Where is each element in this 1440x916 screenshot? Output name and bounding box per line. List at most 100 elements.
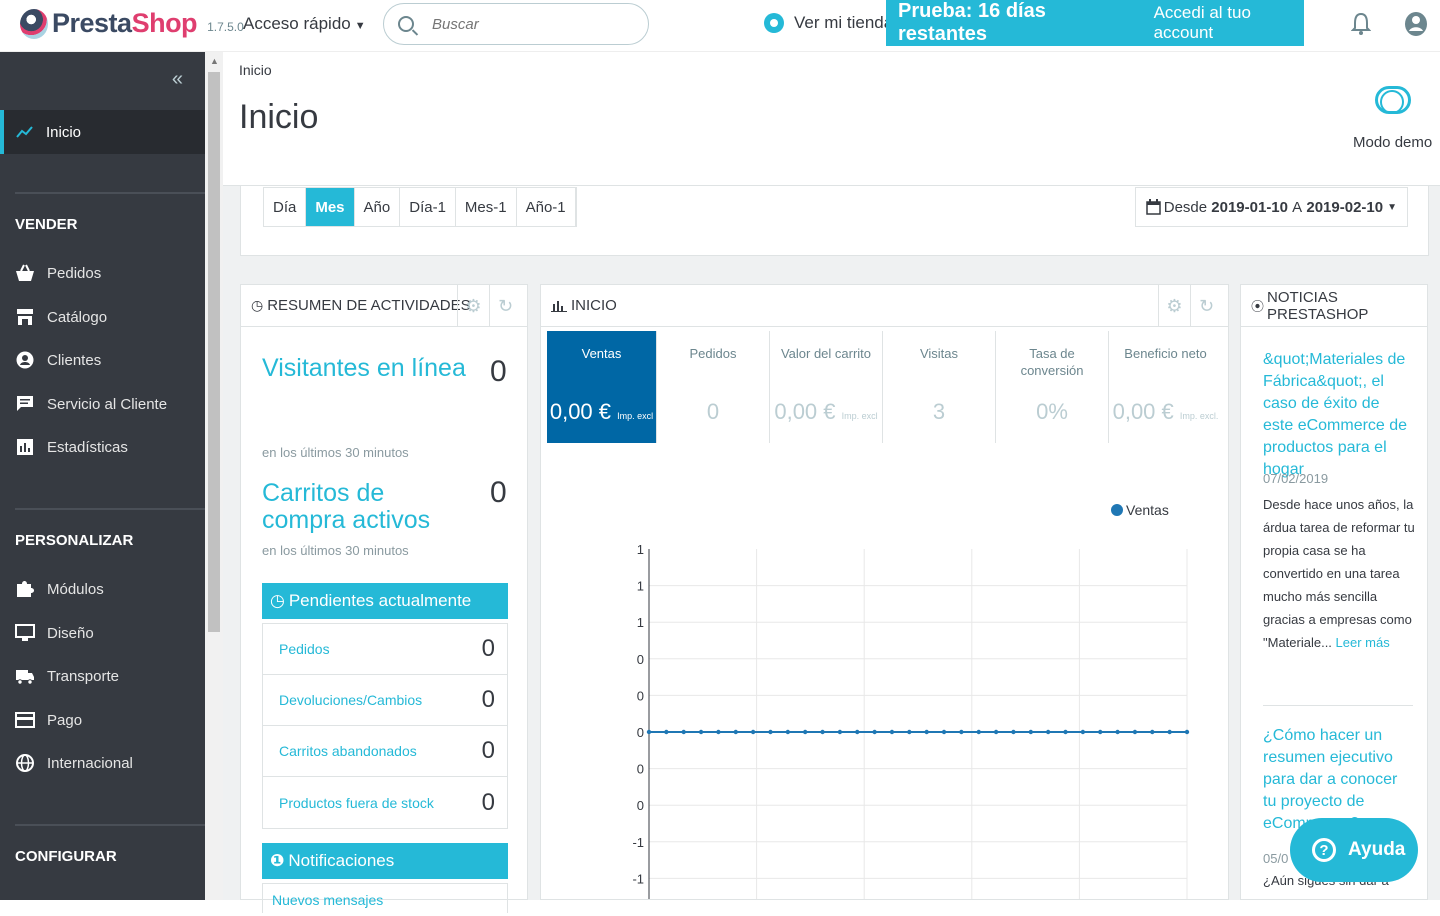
data-point	[872, 729, 877, 735]
caret-down-icon: ▼	[1387, 201, 1397, 213]
refresh-icon[interactable]: ↻	[489, 285, 521, 327]
panel-title: INICIO	[571, 297, 617, 314]
collapse-sidebar-icon[interactable]: «	[171, 68, 183, 90]
kpi-label: Pedidos	[689, 346, 737, 361]
gear-icon[interactable]: ⚙	[1158, 285, 1190, 327]
data-point	[855, 729, 860, 735]
y-tick-label: 0	[637, 688, 644, 703]
account-link[interactable]: Accedi al tuo account	[1153, 3, 1251, 42]
y-tick-label: 0	[637, 652, 644, 667]
clock-icon: ◷	[251, 297, 264, 313]
sidebar-item-label: Clientes	[47, 351, 102, 369]
kpi-suffix: Imp. excl	[841, 411, 878, 421]
pending-header: ◷ Pendientes actualmente	[262, 583, 508, 619]
data-point	[1115, 729, 1120, 735]
pending-row-returns[interactable]: Devoluciones/Cambios 0	[263, 675, 507, 726]
sidebar-item-pedidos[interactable]: Pedidos	[15, 264, 101, 282]
bell-icon[interactable]	[1351, 12, 1371, 36]
y-tick-label: 1	[637, 579, 644, 594]
news-item-body: Desde hace unos años, la árdua tarea de …	[1263, 493, 1415, 654]
period-selector-panel: Día Mes Año Día-1 Mes-1 Año-1 Desde 2019…	[240, 186, 1429, 256]
kpi-cart-value[interactable]: Valor del carrito 0,00 € Imp. excl	[770, 331, 883, 443]
stats-icon	[17, 439, 33, 455]
calendar-icon	[1145, 199, 1161, 215]
notifications-title: Notificaciones	[288, 851, 395, 870]
pending-row-out-of-stock[interactable]: Productos fuera de stock 0	[263, 777, 507, 828]
sidebar-item-transporte[interactable]: Transporte	[15, 667, 119, 685]
trend-icon	[16, 126, 33, 138]
kpi-visits[interactable]: Visitas 3	[883, 331, 996, 443]
period-prev-day-button[interactable]: Día-1	[400, 188, 456, 226]
y-tick-label: -1	[632, 835, 644, 850]
pending-row-label: Devoluciones/Cambios	[279, 692, 423, 708]
prestashop-logo[interactable]: PrestaShop 1.7.5.0	[20, 8, 244, 39]
sidebar-item-catalogo[interactable]: Catálogo	[15, 308, 107, 326]
period-day-button[interactable]: Día	[264, 188, 307, 226]
search-icon	[398, 16, 414, 32]
period-prev-month-button[interactable]: Mes-1	[456, 188, 517, 226]
data-point	[716, 729, 721, 735]
quick-access-label: Acceso rápido	[243, 14, 351, 33]
refresh-icon[interactable]: ↻	[1190, 285, 1222, 327]
pending-list: Pedidos 0 Devoluciones/Cambios 0 Carritos …	[262, 623, 508, 829]
date-range-prefix: Desde	[1163, 198, 1208, 216]
data-point	[646, 729, 652, 735]
search-input[interactable]	[432, 15, 622, 33]
pending-row-abandoned-carts[interactable]: Carritos abandonados 0	[263, 726, 507, 777]
sidebar-item-servicio-cliente[interactable]: Servicio al Cliente	[15, 395, 167, 413]
store-icon	[17, 309, 33, 325]
period-month-button[interactable]: Mes	[306, 188, 355, 226]
kpi-net-profit[interactable]: Beneficio neto 0,00 € Imp. excl.	[1109, 331, 1222, 443]
version-label: 1.7.5.0	[207, 19, 244, 34]
search-box[interactable]	[383, 3, 649, 45]
sidebar-divider	[15, 824, 205, 826]
scrollbar-thumb[interactable]	[208, 72, 220, 632]
chat-icon	[17, 396, 33, 411]
y-tick-label: 0	[637, 798, 644, 813]
sidebar-item-label: Pedidos	[47, 264, 102, 282]
kpi-sales[interactable]: Ventas 0,00 € Imp. excl	[547, 331, 657, 443]
sidebar: « Inicio VENDER Pedidos Catálogo Cliente…	[0, 52, 205, 900]
help-button[interactable]: ? Ayuda	[1290, 818, 1418, 882]
data-point	[1132, 729, 1138, 735]
read-more-link[interactable]: Leer más	[1335, 635, 1390, 650]
sidebar-item-diseno[interactable]: Diseño	[15, 624, 94, 642]
kpi-orders[interactable]: Pedidos 0	[657, 331, 770, 443]
news-item-title[interactable]: &quot;Materiales de Fábrica&quot;, el ca…	[1263, 351, 1408, 478]
date-range-picker[interactable]: Desde 2019-01-10 A 2019-02-10 ▼	[1134, 187, 1408, 227]
active-carts-label: Carritos de compra activos	[262, 479, 431, 534]
info-icon: ❶	[270, 851, 285, 870]
gear-icon[interactable]: ⚙	[457, 285, 489, 327]
kpi-value: 0,00 €	[549, 399, 612, 424]
view-shop-link[interactable]: Ver mi tienda	[764, 13, 893, 33]
breadcrumb[interactable]: Inicio	[239, 62, 272, 78]
sidebar-item-label: Catálogo	[47, 308, 108, 326]
trial-banner[interactable]: Prueba: 16 días restantes Accedi al tuo …	[886, 0, 1304, 46]
period-year-button[interactable]: Año	[355, 188, 401, 226]
user-account-icon[interactable]	[1404, 11, 1428, 37]
demo-mode-toggle[interactable]: Modo demo	[1353, 86, 1432, 151]
news-item-date: 07/02/2019	[1263, 471, 1329, 486]
sidebar-item-modulos[interactable]: Módulos	[15, 580, 104, 598]
legend-label: Ventas	[1126, 502, 1169, 518]
scroll-up-icon[interactable]: ▲	[210, 56, 219, 66]
news-item-date: 05/0	[1263, 851, 1289, 866]
sidebar-scrollbar[interactable]: ▲	[205, 52, 223, 900]
news-item-title[interactable]: ¿Cómo hacer un resumen ejecutivo para da…	[1263, 727, 1398, 832]
sidebar-item-estadisticas[interactable]: Estadísticas	[15, 438, 128, 456]
period-prev-year-button[interactable]: Año-1	[517, 188, 576, 226]
data-point	[1045, 729, 1051, 735]
sidebar-item-inicio[interactable]: Inicio	[0, 110, 205, 154]
quick-access-menu[interactable]: Acceso rápido ▼	[243, 14, 366, 34]
sidebar-item-pago[interactable]: Pago	[15, 711, 82, 729]
kpi-conversion[interactable]: Tasa de conversión 0%	[996, 331, 1109, 443]
new-messages-link[interactable]: Nuevos mensajes	[272, 892, 384, 908]
kpi-suffix: Imp. excl.	[1179, 411, 1219, 421]
date-range-separator: A	[1292, 198, 1303, 216]
kpi-value: 0,00 €	[1112, 399, 1174, 424]
pending-row-value: 0	[481, 686, 495, 713]
pending-row-orders[interactable]: Pedidos 0	[263, 624, 507, 675]
sidebar-item-clientes[interactable]: Clientes	[15, 351, 101, 369]
sidebar-item-internacional[interactable]: Internacional	[15, 754, 133, 772]
globe-icon	[16, 754, 34, 772]
